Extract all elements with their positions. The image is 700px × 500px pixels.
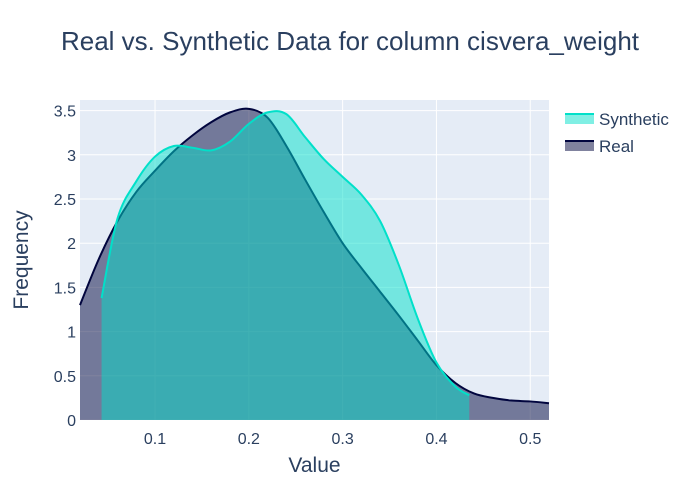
y-tick-label: 1.5 [54, 280, 76, 297]
y-axis-title: Frequency [10, 210, 33, 310]
y-tick-label: 2 [67, 236, 76, 253]
x-axis-ticks: 0.1 0.2 0.3 0.4 0.5 [144, 431, 542, 448]
y-tick-label: 3.5 [54, 104, 76, 121]
legend[interactable]: Synthetic Real [565, 110, 669, 156]
series-line-synthetic [100, 110, 470, 397]
x-tick-label: 0.3 [332, 431, 354, 448]
y-tick-label: 1 [67, 325, 76, 342]
chart-title: Real vs. Synthetic Data for column cisve… [61, 26, 640, 56]
legend-item-synthetic[interactable]: Synthetic [565, 110, 669, 129]
legend-item-real[interactable]: Real [565, 137, 634, 156]
x-axis-title: Value [288, 454, 340, 477]
x-tick-label: 0.2 [238, 431, 260, 448]
y-axis-ticks: 0 0.5 1 1.5 2 2.5 3 3.5 [54, 104, 76, 430]
y-tick-label: 3 [67, 148, 76, 165]
legend-label-synthetic: Synthetic [599, 110, 669, 129]
legend-swatch-real [565, 141, 594, 151]
series-areas [79, 107, 550, 421]
legend-swatch-synthetic [565, 114, 594, 124]
y-tick-label: 0.5 [54, 369, 76, 386]
series-area-synthetic [101, 111, 470, 420]
legend-label-real: Real [599, 137, 634, 156]
x-tick-label: 0.1 [144, 431, 166, 448]
y-tick-label: 0 [67, 413, 76, 430]
y-tick-label: 2.5 [54, 192, 76, 209]
x-tick-label: 0.5 [519, 431, 541, 448]
x-tick-label: 0.4 [425, 431, 447, 448]
